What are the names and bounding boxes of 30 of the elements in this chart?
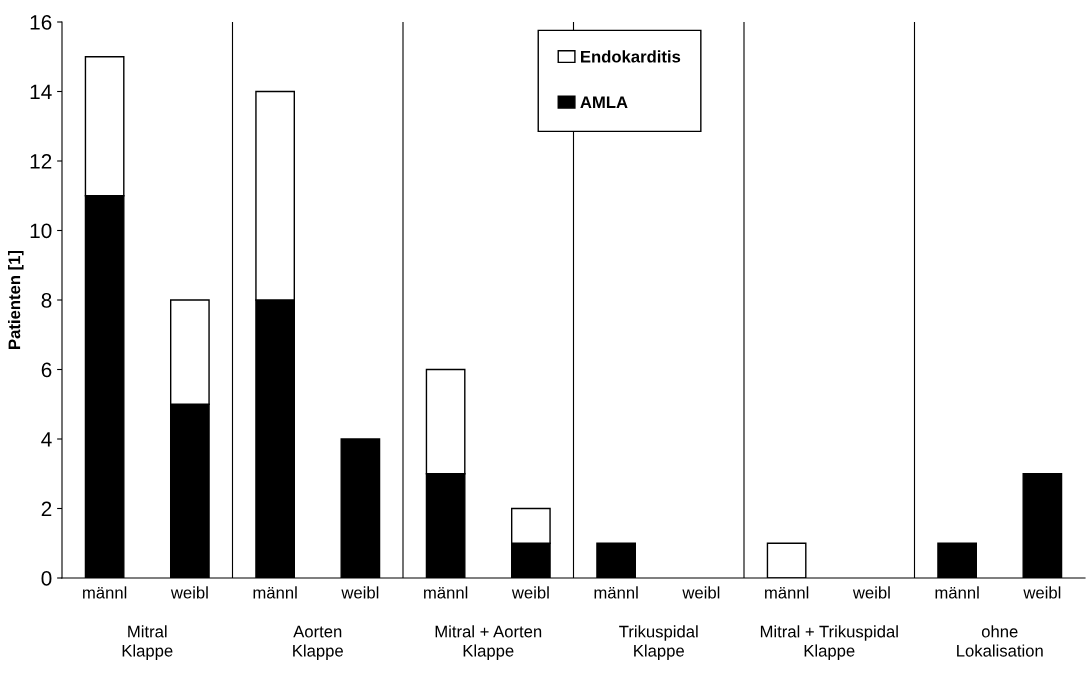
x-tick-label: weibl — [682, 586, 720, 599]
text: Aorten Klappe — [293, 625, 343, 660]
x-tick-label: weibl — [1023, 586, 1061, 599]
y-tick-label: 14 — [30, 84, 52, 100]
y-tick-label: 6 — [41, 362, 52, 378]
x-tick-label: weibl — [341, 586, 379, 599]
x-tick-label: weibl — [511, 586, 549, 599]
x-tick-label: weibl — [170, 586, 208, 599]
x-tick-label: männl — [765, 586, 809, 599]
text: Trikuspidal Klappe — [619, 625, 698, 660]
x-tick-label: weibl — [852, 586, 890, 599]
x-tick-label: männl — [253, 586, 297, 599]
x-tick-label: männl — [83, 586, 127, 599]
x-tick-label: männl — [424, 586, 468, 599]
y-tick-label: 0 — [41, 571, 52, 586]
y-tick-label: 4 — [41, 432, 52, 447]
x-tick-label: männl — [594, 586, 638, 599]
y-axis-title: Patienten [1] — [8, 250, 24, 349]
y-tick-label: 12 — [30, 154, 52, 169]
y-tick-label: 2 — [41, 501, 52, 517]
y-tick-label: 10 — [30, 223, 52, 239]
x-tick-label: männl — [935, 586, 979, 599]
legend-label: Endokarditis — [581, 50, 681, 63]
y-tick-label: 16 — [30, 15, 52, 30]
text: ohne Lokalisation — [957, 625, 1043, 657]
text: Mitral + Trikuspidal Klappe — [760, 625, 898, 660]
text: Mitral + Aorten Klappe — [435, 625, 542, 660]
text: Mitral Klappe — [122, 625, 173, 660]
legend-label: AMLA — [580, 96, 628, 108]
y-tick-label: 8 — [41, 293, 52, 308]
